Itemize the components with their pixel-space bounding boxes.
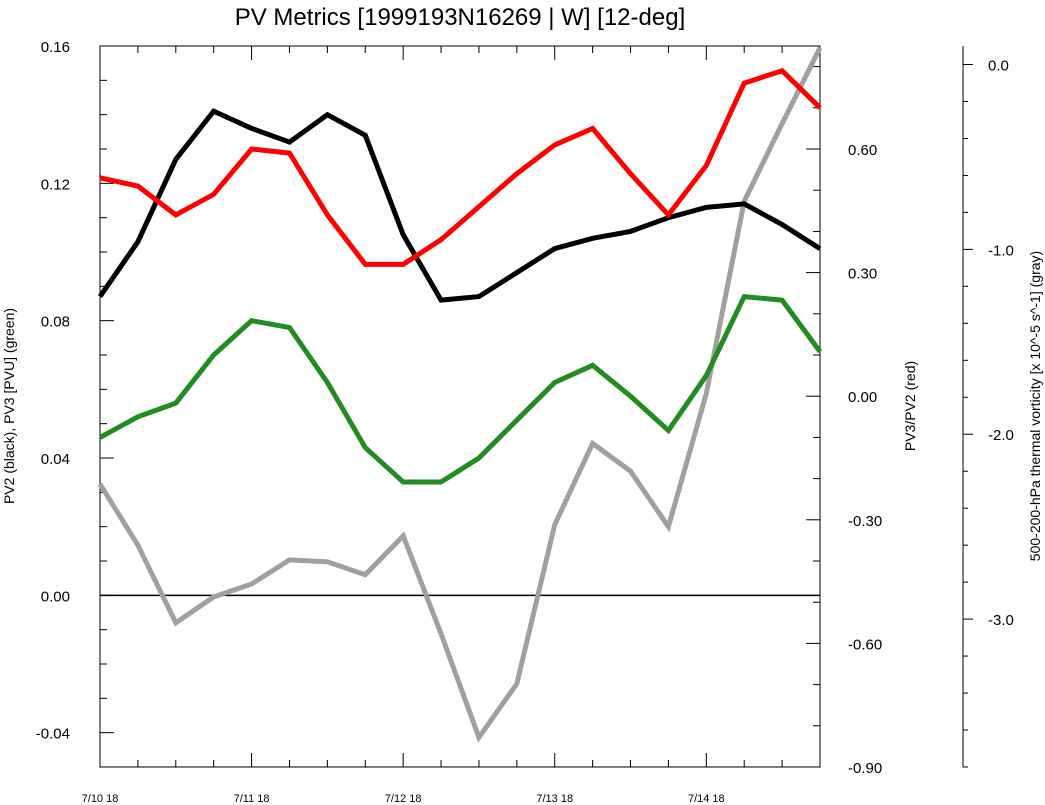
series-line-pv3-pv2 xyxy=(99,67,822,267)
chart-title: PV Metrics [1999193N16269 | W] [12-deg] xyxy=(235,4,685,31)
left-tick-label: 0.16 xyxy=(41,39,70,56)
outer-axis-label: 500-200-hPa thermal vorticity [x 10^-5 s… xyxy=(1027,251,1043,561)
outer-tick-label: 0.0 xyxy=(988,57,1009,74)
x-tick-label: 7/14 18 xyxy=(688,793,725,805)
left-tick-label: -0.04 xyxy=(36,726,70,743)
series-line-pv2 xyxy=(97,108,822,303)
left-tick-label: 0.12 xyxy=(41,176,70,193)
right-tick-label: -0.30 xyxy=(848,513,882,530)
outer-tick-label: -3.0 xyxy=(988,612,1014,629)
right-axis-label: PV3/PV2 (red) xyxy=(902,361,918,451)
right-tick-label: 0.30 xyxy=(848,266,877,283)
right-tick-label: 0.00 xyxy=(848,389,877,406)
right-tick-label: -0.90 xyxy=(848,760,882,777)
left-tick-label: 0.04 xyxy=(41,451,70,468)
outer-tick-label: -2.0 xyxy=(988,427,1014,444)
right-tick-label: 0.60 xyxy=(848,142,877,159)
tick-marks xyxy=(99,45,973,768)
left-axis-label: PV2 (black), PV3 [PVU] (green) xyxy=(1,308,17,504)
series-line-thermal-vorticity xyxy=(97,46,823,743)
right-tick-label: -0.60 xyxy=(848,636,882,653)
outer-tick-label: -1.0 xyxy=(988,242,1014,259)
x-tick-label: 7/12 18 xyxy=(385,793,422,805)
left-tick-label: 0.00 xyxy=(41,588,70,605)
x-tick-label: 7/13 18 xyxy=(536,793,573,805)
plot-frame xyxy=(99,45,821,768)
series-line-pv3 xyxy=(98,293,823,485)
series-layer xyxy=(97,46,823,743)
x-tick-label: 7/10 18 xyxy=(82,793,119,805)
left-tick-label: 0.08 xyxy=(41,314,70,331)
plot-border xyxy=(99,45,821,768)
x-tick-label: 7/11 18 xyxy=(234,793,270,805)
tick-labels: 7/10 18 7/11 18 7/12 18 7/13 18 7/14 18 -0.04… xyxy=(36,39,1014,805)
